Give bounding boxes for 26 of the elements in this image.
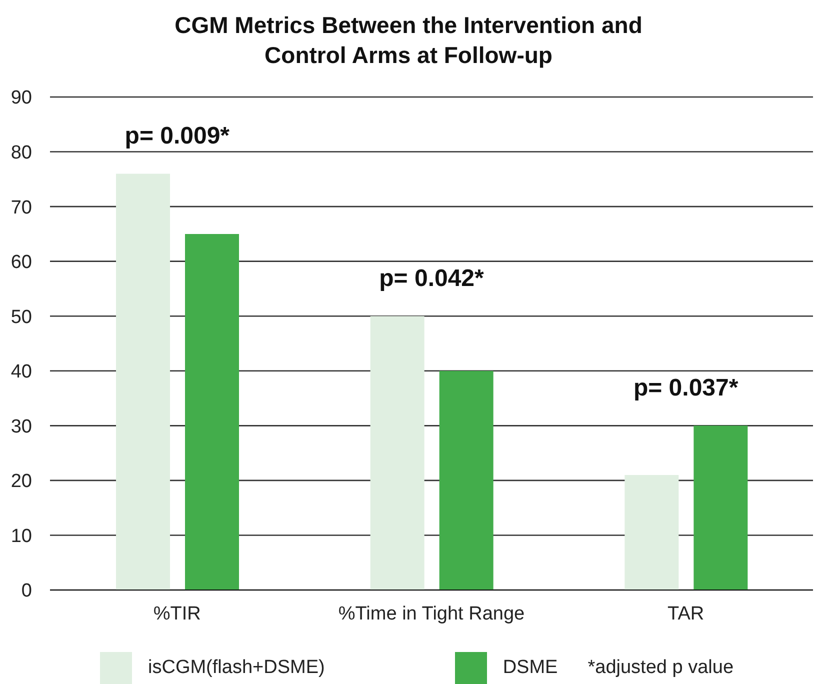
bar: [694, 426, 748, 590]
y-tick-label: 50: [10, 306, 32, 328]
legend-label: isCGM(flash+DSME): [148, 657, 325, 679]
y-tick-label: 40: [10, 362, 32, 383]
bar: [185, 234, 239, 590]
y-tick-label: 70: [10, 197, 32, 218]
y-tick-label: 80: [10, 142, 32, 164]
bar: [370, 316, 424, 590]
bar: [439, 370, 494, 590]
annotation: p= 0.042*: [379, 265, 485, 292]
y-tick-label: 90: [10, 88, 32, 109]
legend-label: DSME: [502, 657, 558, 679]
text: *adjusted p value: [588, 657, 734, 679]
annotation: p= 0.037*: [633, 374, 739, 402]
bar: [624, 474, 679, 590]
y-tick-label: 60: [10, 252, 32, 274]
y-tick-label: 20: [10, 471, 32, 492]
x-tick-label: TAR: [668, 603, 704, 624]
bar: [116, 174, 170, 590]
x-tick-label: %TIR: [153, 603, 201, 624]
x-tick-label: %Time in Tight Range: [338, 603, 525, 624]
y-tick-label: 0: [21, 580, 32, 602]
y-tick-label: 30: [10, 416, 32, 438]
y-tick-label: 10: [10, 526, 32, 547]
annotation: p= 0.009*: [124, 122, 230, 150]
chart-title: CGM Metrics Between the Intervention and Control Arms at Follow-up: [174, 11, 644, 70]
